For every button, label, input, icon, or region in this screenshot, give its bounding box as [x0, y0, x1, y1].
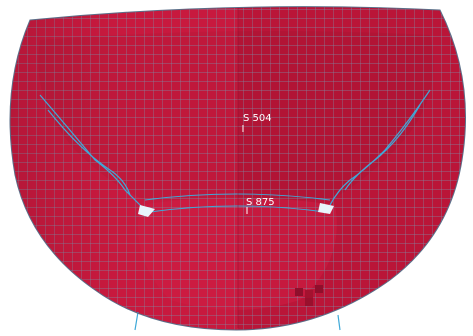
mesh-outline: [9, 6, 466, 331]
crease-lines: [39, 89, 431, 331]
node-marker-upper[interactable]: S 504: [242, 113, 272, 132]
node-label-upper: S 504: [243, 113, 272, 124]
fold-highlights: [138, 203, 334, 217]
node-marker-lower[interactable]: S 875: [246, 197, 275, 214]
node-label-lower: S 875: [246, 197, 275, 208]
